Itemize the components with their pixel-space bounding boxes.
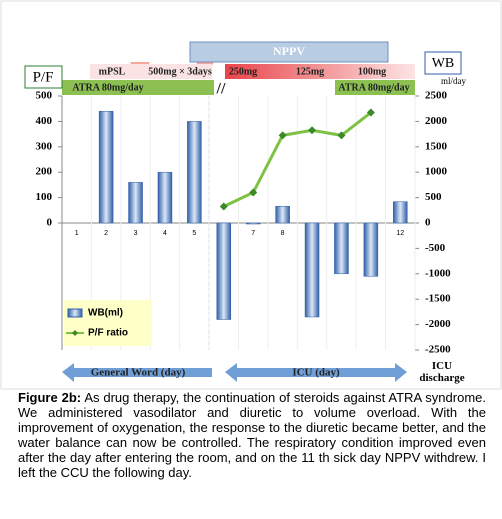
axis-title-box [24,65,63,89]
point [278,131,287,140]
annotation: General Word (day) [91,367,186,379]
annotation: NPPV [273,44,305,58]
y2-tick-label: -2000 [425,318,451,330]
annotation: ATRA 80mg/day [338,82,409,93]
annotation: 100mg [358,66,386,77]
bar [98,110,114,224]
point [366,108,375,117]
bar [275,205,290,224]
annotation: 500mg × 3days [148,66,212,77]
y2-tick-label: 0 [425,217,431,229]
y2-tick-label: -500 [425,242,446,254]
x-tick-label: 7 [251,230,255,237]
y-tick-label: 300 [36,140,53,152]
period-arrow [62,363,212,382]
y2-tick-label: -1500 [425,293,451,305]
bar [187,121,202,224]
bar [216,222,232,320]
y-tick-label: 100 [36,191,53,203]
point [337,131,346,140]
y2-axis-title: WB [432,56,455,71]
x-tick-label: 5 [192,230,196,237]
y-tick-label: 200 [36,166,53,178]
x-tick-label: 4 [163,230,167,237]
point [249,188,258,197]
annotation: ICU discharge [419,360,465,384]
point [219,202,228,211]
atra-band [335,80,415,95]
legend-label: P/F ratio [88,328,128,339]
steroid-band [90,64,212,79]
legend-label: WB(ml) [88,308,123,319]
legend-swatch [67,308,83,318]
bar [334,222,349,275]
atra-band [62,80,214,95]
annotation: ICU (day) [292,367,340,379]
bar [363,222,379,277]
y2-tick-label: 500 [425,191,442,203]
y2-axis-unit: ml/day [441,76,466,86]
x-tick-label: 1 [75,230,79,237]
period-arrow [225,363,407,382]
bar [157,171,173,224]
bar [393,201,408,224]
caption-label: Figure 2b: [18,390,82,405]
legend [64,300,152,346]
y2-tick-label: 1000 [425,166,448,178]
y2-tick-label: -1000 [425,267,451,279]
axis-title-box [424,51,462,75]
y2-tick-label: -2500 [425,344,451,356]
point [308,126,317,135]
x-tick-label: 8 [281,230,285,237]
x-tick-label: 2 [104,230,108,237]
chart: NPPV mPSL 500mg × 3days 250mg 125mg 100mg ATRA… [0,0,502,390]
chart-frame [0,0,502,390]
y2-tick-label: 1500 [425,140,448,152]
bar [304,222,320,318]
annotation: ATRA 80mg/day [72,82,143,93]
y-axis-title: P/F [33,69,54,85]
y2-tick-label: 2500 [425,90,448,102]
steroid-band [225,64,415,79]
annotation: 250mg [229,66,257,77]
bar [128,182,143,224]
x-tick-label: 12 [396,230,404,237]
y-tick-label: 500 [36,90,53,102]
annotation: 125mg [296,66,324,77]
annotation: // [216,81,226,98]
caption-text: As drug therapy, the continuation of ste… [18,390,486,480]
y-tick-label: 400 [36,115,53,127]
line [223,111,372,208]
x-tick-label: 3 [134,230,138,237]
annotation: mPSL [99,66,126,77]
y-tick-label: 0 [47,217,53,229]
legend-swatch [72,330,78,336]
nppv-band [189,41,389,63]
bar [245,222,261,225]
y2-tick-label: 2000 [425,115,448,127]
caption: Figure 2b: As drug therapy, the continua… [18,390,486,480]
